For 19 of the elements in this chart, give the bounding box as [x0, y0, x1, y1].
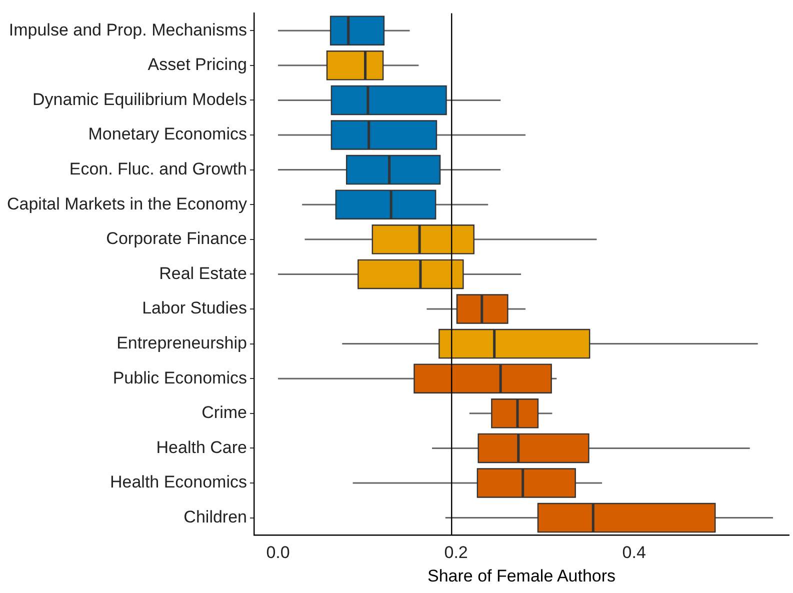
y-tick-label: Public Economics — [112, 368, 247, 388]
x-axis-title: Share of Female Authors — [427, 566, 616, 586]
y-tick-label: Capital Markets in the Economy — [6, 194, 248, 214]
y-tick-label: Corporate Finance — [106, 229, 247, 248]
y-tick-label: Labor Studies — [142, 298, 247, 318]
y-tick-label: Children — [184, 507, 247, 526]
x-tick-label: 0.2 — [444, 543, 468, 562]
y-tick-label: Entrepreneurship — [116, 333, 247, 352]
x-tick-label: 0.0 — [266, 543, 290, 562]
y-tick-label: Dynamic Equilibrium Models — [32, 90, 247, 109]
y-tick-label: Econ. Fluc. and Growth — [69, 159, 247, 178]
y-tick-label: Crime — [202, 403, 247, 422]
y-tick-label: Health Care — [156, 438, 247, 457]
y-tick-label: Monetary Economics — [88, 124, 247, 144]
y-tick-label: Real Estate — [159, 264, 247, 283]
x-tick-label: 0.4 — [622, 543, 646, 562]
y-tick-label: Asset Pricing — [148, 55, 247, 74]
y-tick-label: Impulse and Prop. Mechanisms — [8, 20, 247, 40]
y-tick-label: Health Economics — [110, 472, 247, 492]
